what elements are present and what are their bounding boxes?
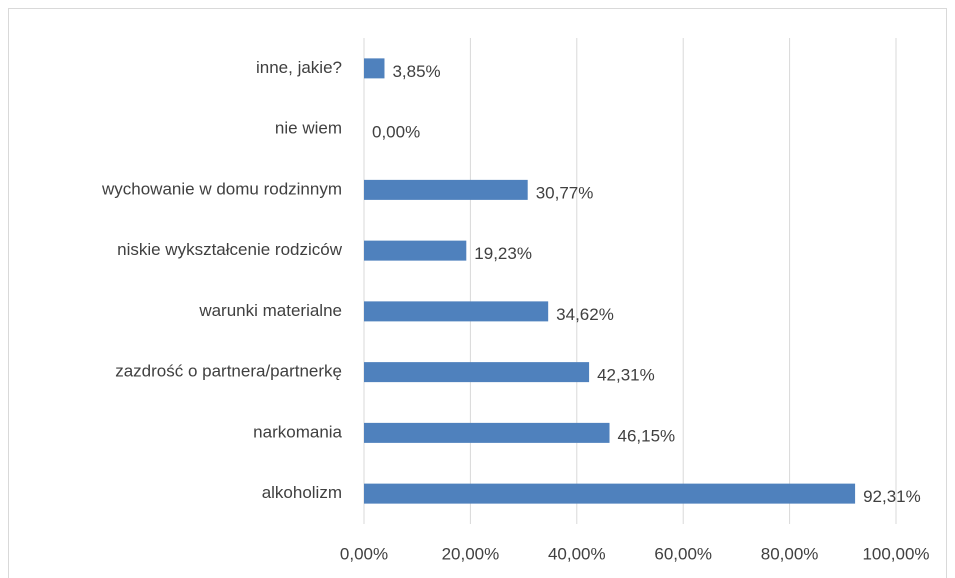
x-tick-label: 80,00% [761,544,819,563]
data-label: 42,31% [597,366,655,385]
data-label: 92,31% [863,487,921,506]
data-label: 19,23% [474,244,532,263]
bar [364,301,549,322]
bar [364,240,467,261]
y-tick-label: narkomania [253,422,342,441]
x-tick-label: 40,00% [548,544,606,563]
bar [364,58,385,79]
data-label: 34,62% [556,305,614,324]
y-tick-label: warunki materialne [198,301,342,320]
y-tick-label: niskie wykształcenie rodziców [117,240,343,259]
x-tick-label: 100,00% [862,544,929,563]
data-label: 3,85% [392,62,440,81]
bar [364,483,856,504]
x-tick-label: 0,00% [340,544,388,563]
data-label: 0,00% [372,123,420,142]
x-tick-label: 20,00% [442,544,500,563]
y-tick-label: zazdrość o partnera/partnerkę [115,362,342,381]
y-tick-label: wychowanie w domu rodzinnym [101,179,342,198]
bar [364,422,610,443]
data-label: 46,15% [618,426,676,445]
bar [364,362,590,383]
chart-border [8,8,947,578]
y-tick-label: alkoholizm [262,483,342,502]
y-tick-label: nie wiem [275,119,342,138]
data-label: 30,77% [536,183,594,202]
bar [364,179,528,200]
y-tick-label: inne, jakie? [256,58,342,77]
x-tick-label: 60,00% [654,544,712,563]
